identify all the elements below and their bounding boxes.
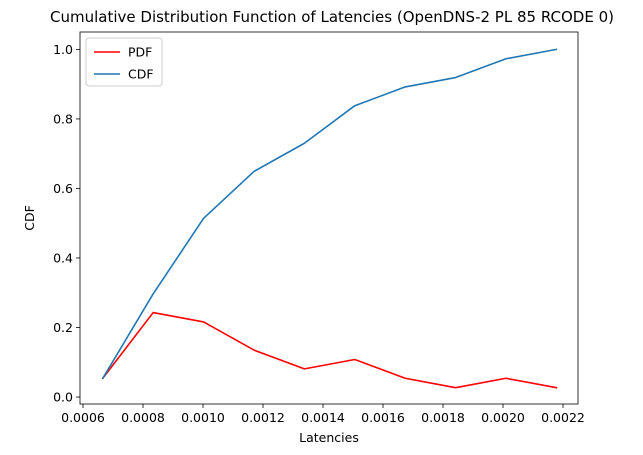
y-tick-label: 0.6 — [53, 181, 73, 196]
series-line-cdf — [101, 48, 558, 380]
x-tick-label: 0.0006 — [61, 410, 105, 425]
x-tick-label: 0.0008 — [121, 410, 165, 425]
legend: PDF CDF — [85, 37, 163, 87]
x-tick-label: 0.0018 — [421, 410, 465, 425]
series-line-pdf — [101, 311, 558, 389]
chart-title: Cumulative Distribution Function of Late… — [50, 8, 614, 26]
x-tick-label: 0.0012 — [241, 410, 285, 425]
y-tick-label: 0.0 — [53, 390, 73, 405]
x-axis-label: Latencies — [299, 430, 359, 445]
x-tick-label: 0.0020 — [481, 410, 525, 425]
x-tick-label: 0.0010 — [181, 410, 225, 425]
y-tick-label: 0.8 — [53, 111, 73, 126]
axes-frame — [79, 31, 579, 405]
y-tick-label: 0.4 — [53, 250, 73, 265]
legend-label-pdf: PDF — [128, 45, 152, 60]
series-layer — [101, 48, 558, 389]
y-axis-label: CDF — [22, 205, 37, 231]
x-tick-label: 0.0014 — [301, 410, 345, 425]
y-tick-label: 1.0 — [53, 42, 73, 57]
y-tick-label: 0.2 — [53, 320, 73, 335]
legend-label-cdf: CDF — [128, 67, 154, 82]
axis-ticks: 0.0006 0.0008 0.0010 0.0012 0.0014 0.0016 0.00… — [53, 42, 585, 425]
x-tick-label: 0.0022 — [541, 410, 585, 425]
x-tick-label: 0.0016 — [361, 410, 405, 425]
